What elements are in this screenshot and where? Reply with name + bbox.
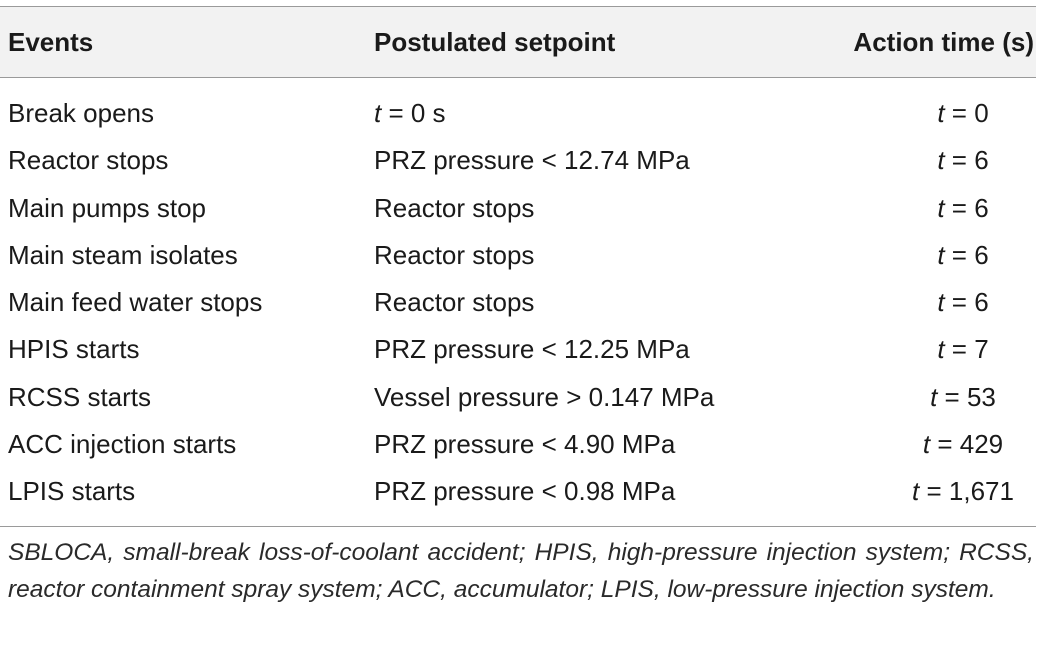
time-variable: t (937, 98, 945, 128)
table-row: Main feed water stops Reactor stops t = … (0, 279, 1036, 326)
time-variable: t (937, 145, 945, 176)
table-row: ACC injection starts PRZ pressure < 4.90… (0, 421, 1036, 468)
table-row: HPIS starts PRZ pressure < 12.25 MPa t =… (0, 326, 1036, 373)
event-cell: Reactor stops (8, 145, 169, 176)
setpoint-text: PRZ pressure < 12.74 MPa (374, 145, 690, 176)
action-time-cell: t = 6 (820, 185, 1040, 232)
time-variable: t (937, 287, 945, 318)
action-time-cell: t = 429 (820, 421, 1040, 468)
setpoint-cell: PRZ pressure < 12.25 MPa (374, 326, 690, 373)
action-time-cell: t = 1,671 (820, 468, 1040, 515)
time-variable: t (937, 192, 945, 223)
table-row: Main pumps stop Reactor stops t = 6 (0, 185, 1036, 232)
setpoint-text: Reactor stops (374, 192, 535, 223)
time-variable: t (922, 429, 931, 460)
setpoint-cell: PRZ pressure < 0.98 MPa (374, 468, 675, 515)
time-variable: t (930, 381, 938, 412)
event-cell: Main feed water stops (8, 287, 263, 318)
setpoint-cell: t = 0 s (374, 90, 446, 137)
event-cell: Main pumps stop (8, 192, 206, 223)
setpoint-text: PRZ pressure < 0.98 MPa (374, 476, 676, 507)
setpoint-text: Reactor stops (374, 287, 535, 318)
setpoint-cell: Reactor stops (374, 232, 534, 279)
action-time-cell: t = 53 (820, 374, 1040, 421)
time-variable: t (937, 239, 945, 270)
time-value: = 7 (944, 334, 989, 365)
time-value: = 6 (944, 145, 989, 176)
action-time-cell: t = 7 (820, 326, 1040, 373)
header-action-time: Action time (s) (853, 27, 1034, 57)
time-variable: t (912, 476, 920, 507)
action-time-cell: t = 6 (820, 232, 1040, 279)
header-events: Events (8, 27, 94, 57)
event-cell: RCSS starts (8, 381, 152, 412)
setpoint-cell: PRZ pressure < 4.90 MPa (374, 421, 675, 468)
top-rule (0, 6, 1036, 7)
setpoint-cell: PRZ pressure < 12.74 MPa (374, 137, 690, 184)
time-value: = 6 (944, 287, 989, 318)
bottom-rule (0, 526, 1036, 527)
table-footnote: SBLOCA, small-break loss-of-coolant acci… (8, 539, 1034, 603)
time-value: = 429 (930, 429, 1004, 460)
table-row: Main steam isolates Reactor stops t = 6 (0, 232, 1036, 279)
event-cell: ACC injection starts (8, 429, 237, 460)
header-rule (0, 77, 1036, 78)
action-time-cell: t = 6 (820, 137, 1040, 184)
event-cell: Main steam isolates (8, 239, 238, 270)
time-value: = 1,671 (919, 476, 1014, 507)
setpoint-text: PRZ pressure < 12.25 MPa (374, 334, 690, 365)
event-cell: LPIS starts (8, 476, 136, 507)
setpoint-cell: Vessel pressure > 0.147 MPa (374, 374, 714, 421)
time-value: = 6 (944, 239, 989, 270)
table-header (0, 7, 1036, 77)
table-row: Reactor stops PRZ pressure < 12.74 MPa t… (0, 137, 1036, 184)
table-row: LPIS starts PRZ pressure < 0.98 MPa t = … (0, 468, 1036, 515)
time-variable: t (937, 334, 945, 365)
event-cell: HPIS starts (8, 334, 140, 365)
setpoint-text: Vessel pressure > 0.147 MPa (374, 381, 715, 412)
header-postulated-setpoint: Postulated setpoint (374, 27, 616, 57)
event-cell: Break opens (8, 98, 154, 128)
time-value: = 53 (937, 381, 996, 412)
table-row: RCSS starts Vessel pressure > 0.147 MPa … (0, 374, 1036, 421)
setpoint-cell: Reactor stops (374, 279, 534, 326)
setpoint-variable: t (374, 98, 382, 128)
setpoint-text: PRZ pressure < 4.90 MPa (374, 429, 676, 460)
table-body: Break opens t = 0 s t = 0 Reactor stops … (0, 90, 1036, 516)
table-row: Break opens t = 0 s t = 0 (0, 90, 1036, 137)
setpoint-text: Reactor stops (374, 239, 535, 270)
setpoint-text: = 0 s (381, 98, 446, 128)
setpoint-cell: Reactor stops (374, 185, 534, 232)
action-time-cell: t = 0 (820, 90, 1040, 137)
time-value: = 0 (944, 98, 989, 128)
action-time-cell: t = 6 (820, 279, 1040, 326)
time-value: = 6 (944, 192, 989, 223)
